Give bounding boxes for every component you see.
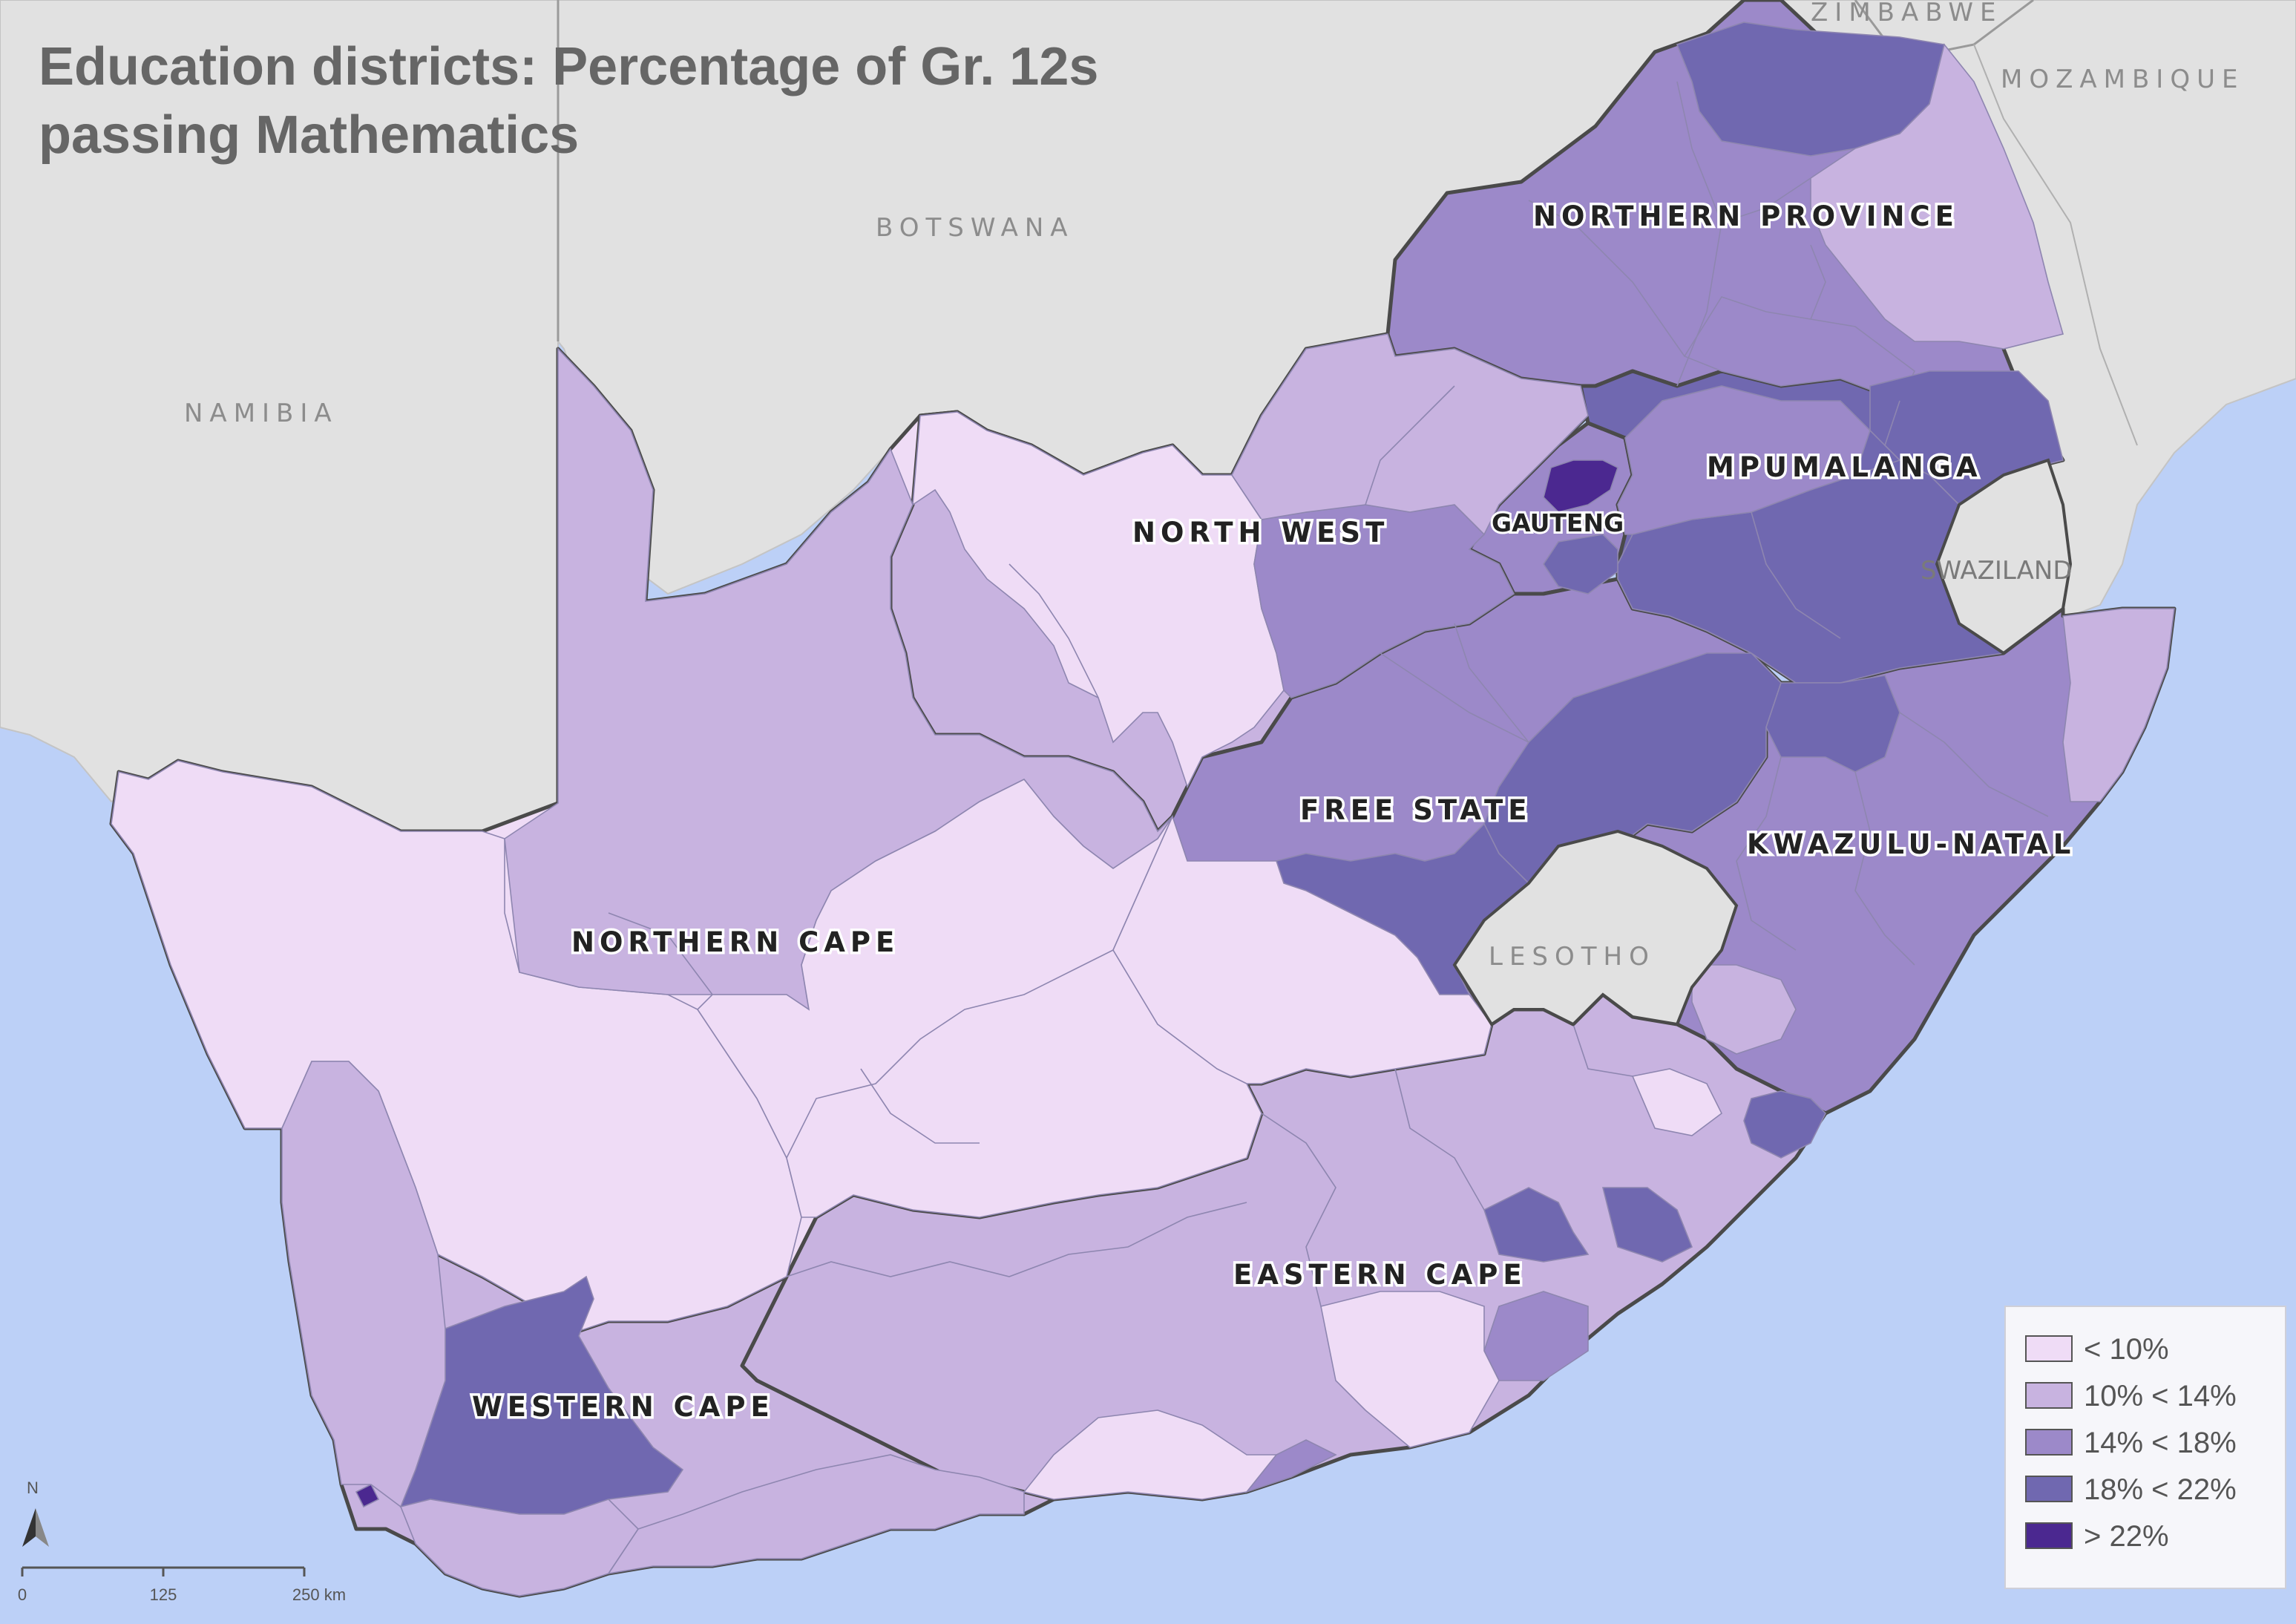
map-title-line-2: passing Mathematics [39, 105, 579, 165]
district-ec-east-a [1483, 1187, 1590, 1263]
district-ec-queenstown [1631, 1068, 1723, 1136]
district-fs-xhariep [1112, 814, 1492, 1084]
district-boundaries [608, 81, 2049, 1307]
legend-swatch-2 [2025, 1382, 2073, 1409]
north-arrow: N [22, 1479, 49, 1547]
legend-label-1: < 10% [2084, 1333, 2169, 1366]
country-label-namibia: NAMIBIA [184, 399, 338, 428]
district-ec-grahamstown [1320, 1291, 1500, 1448]
legend-label-3: 14% < 18% [2084, 1427, 2237, 1459]
district-kzn-pmb [1691, 964, 1797, 1055]
legend-swatch-4 [2025, 1476, 2073, 1502]
legend: < 10% 10% < 14% 14% < 18% 18% < 22% > 22% [2004, 1306, 2286, 1589]
north-arrow-right-half [36, 1508, 49, 1547]
country-label-botswana: BOTSWANA [876, 213, 1075, 243]
province-label-mpumalanga: MPUMALANGA [1707, 451, 1983, 483]
district-kzn-vryheid [1765, 675, 1900, 773]
scale-tick-250: 250 km [292, 1585, 346, 1604]
scale-bar-line [21, 1566, 306, 1576]
mozambique-border [1973, 44, 2138, 446]
province-label-northern-province: NORTHERN PROVINCE [1533, 200, 1959, 232]
legend-label-5: > 22% [2084, 1520, 2169, 1553]
district-np-east [1810, 43, 2064, 350]
swaziland-shape [1935, 458, 2073, 655]
district-ec-graaff-reinet [1023, 1409, 1278, 1500]
province-label-kwazulu-natal: KWAZULU-NATAL [1747, 828, 2076, 860]
province-label-western-cape: WESTERN CAPE [472, 1391, 775, 1423]
lesotho-shape [1452, 829, 1739, 1027]
province-label-eastern-cape: EASTERN CAPE [1233, 1259, 1527, 1291]
legend-swatch-1 [2025, 1335, 2073, 1362]
district-mp-nkangala [1617, 385, 1871, 535]
legend-swatch-3 [2025, 1429, 2073, 1456]
legend-swatch-5 [2025, 1522, 2073, 1549]
country-label-zimbabwe: ZIMBABWE [1811, 0, 2002, 27]
province-label-free-state: FREE STATE [1300, 794, 1532, 826]
scale-tick-0: 0 [18, 1585, 27, 1604]
district-wc-cape-town [355, 1483, 380, 1508]
province-label-gauteng: GAUTENG [1492, 508, 1624, 537]
district-wc-eden [607, 1454, 1025, 1575]
district-nw-rustenburg [1231, 333, 1589, 536]
legend-label-2: 10% < 14% [2084, 1380, 2237, 1412]
legend-label-4: 18% < 22% [2084, 1473, 2237, 1506]
north-arrow-label: N [27, 1479, 39, 1497]
map-title-line-1: Education districts: Percentage of Gr. 1… [39, 37, 1098, 96]
district-wc-west-coast [281, 1061, 446, 1508]
scale-tick-125: 125 [150, 1585, 177, 1604]
district-gp-pretoria [1543, 459, 1618, 513]
north-arrow-left-half [22, 1508, 36, 1547]
district-kzn-ugu [1743, 1090, 1826, 1159]
scale-bar: 0 125 250 km [18, 1566, 346, 1604]
province-label-northern-cape: NORTHERN CAPE [571, 926, 899, 958]
district-nw-vryburg [912, 411, 1285, 789]
district-gp-johannesburg [1543, 534, 1618, 595]
district-kzn-north-coast [2062, 608, 2175, 802]
country-label-mozambique: MOZAMBIQUE [2001, 65, 2244, 94]
country-label-lesotho: LESOTHO [1489, 942, 1656, 972]
province-label-north-west: NORTH WEST [1132, 517, 1389, 549]
country-label-swaziland: SWAZILAND [1921, 556, 2073, 586]
district-ec-east-b [1601, 1187, 1693, 1263]
